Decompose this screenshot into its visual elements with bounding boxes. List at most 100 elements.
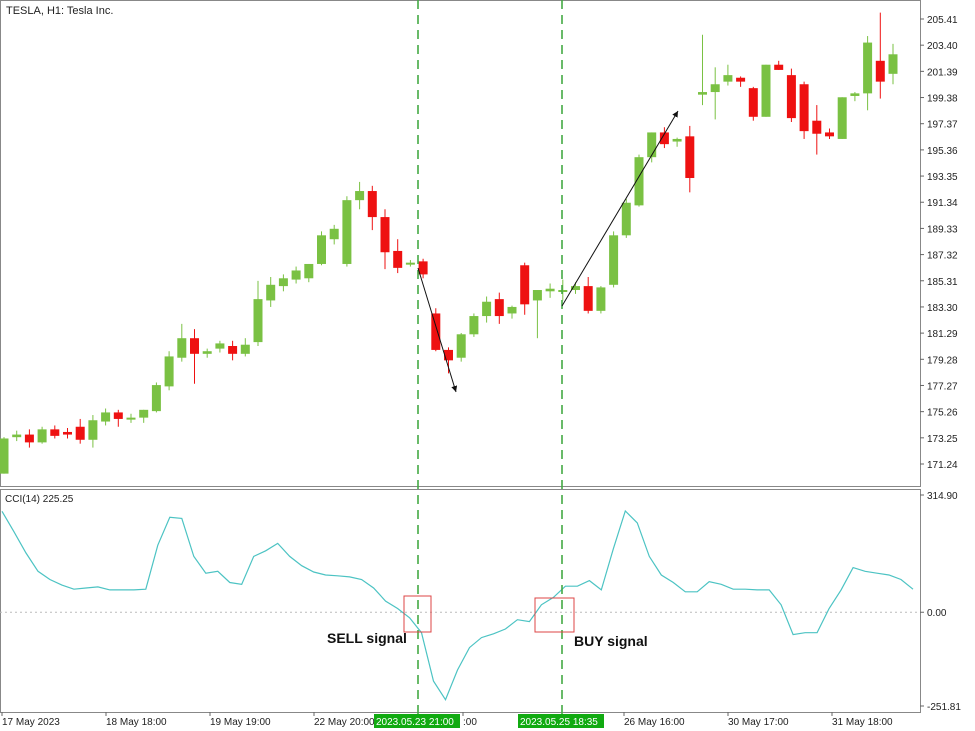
sell-time-marker: 2023.05.23 21:00 <box>376 717 454 728</box>
bear-candle <box>685 136 695 179</box>
sell-signal-label: SELL signal <box>327 630 407 646</box>
time-tick-label: 18 May 18:00 <box>106 717 167 728</box>
bull-candle <box>888 54 898 74</box>
bear-candle <box>786 75 796 119</box>
bear-candle <box>812 120 822 134</box>
bull-candle <box>621 202 631 236</box>
bull-candle <box>253 299 263 343</box>
price-tick-label: 203.40 <box>927 41 958 52</box>
time-tick-label: 19 May 19:00 <box>210 717 271 728</box>
bear-candle <box>444 349 453 361</box>
price-tick-label: 171.24 <box>927 460 958 471</box>
bull-candle <box>672 138 682 142</box>
sell-signal-box <box>403 595 432 633</box>
bull-candle <box>837 97 847 139</box>
bear-candle <box>418 261 428 275</box>
bull-candle <box>723 75 733 82</box>
buy-time-marker: 2023.05.25 18:35 <box>520 717 598 728</box>
bear-candle <box>748 88 758 117</box>
time-tick-label: 26 May 16:00 <box>624 717 685 728</box>
bull-candle <box>151 385 161 412</box>
bull-candle <box>278 278 288 287</box>
bull-candle <box>850 93 860 96</box>
down-trend-arrow <box>417 267 458 393</box>
bear-candle <box>494 299 504 317</box>
time-tick-label: 30 May 17:00 <box>728 717 789 728</box>
bull-candle <box>0 438 9 474</box>
bear-candle <box>63 431 72 435</box>
bull-candle <box>596 287 606 311</box>
bull-candle <box>215 343 225 349</box>
cci-line <box>1 509 914 701</box>
price-tick-label: 193.35 <box>927 172 958 183</box>
bull-candle <box>304 263 314 279</box>
price-tick-label: 195.36 <box>927 146 958 157</box>
cci-tick-label: 0.00 <box>927 608 947 619</box>
price-tick-label: 175.26 <box>927 408 958 419</box>
bull-candle <box>266 284 276 301</box>
bull-candle <box>101 412 111 422</box>
bull-candle <box>571 286 580 291</box>
bull-candle <box>329 228 339 240</box>
bear-candle <box>799 84 809 132</box>
bull-candle <box>634 157 644 206</box>
time-tick-label: :00 <box>463 717 477 728</box>
price-tick-label: 191.34 <box>927 198 958 209</box>
bear-candle <box>736 77 746 82</box>
bear-candle <box>113 412 123 419</box>
price-tick-label: 183.30 <box>927 303 958 314</box>
time-tick-label: 17 May 2023 <box>2 717 60 728</box>
bull-candle <box>469 316 479 335</box>
cci-tick-label: 314.90 <box>927 491 958 502</box>
buy-time-marker-bg <box>518 714 604 728</box>
buy-signal-label: BUY signal <box>574 633 648 649</box>
bull-candle <box>405 262 415 265</box>
bull-candle <box>863 42 873 94</box>
bear-candle <box>393 250 403 268</box>
bear-candle <box>380 217 390 253</box>
up-trend-arrow <box>561 110 679 307</box>
price-tick-label: 173.25 <box>927 434 958 445</box>
price-tick-label: 197.37 <box>927 120 958 131</box>
bull-candle <box>202 351 212 354</box>
bear-candle <box>24 434 34 443</box>
bull-candle <box>698 92 707 95</box>
price-tick-label: 189.33 <box>927 224 958 235</box>
main-chart-title: TESLA, H1: Tesla Inc. <box>6 5 113 17</box>
bull-candle <box>532 290 542 301</box>
bull-candle <box>456 334 466 358</box>
price-tick-label: 181.29 <box>927 329 958 340</box>
bear-candle <box>659 132 669 145</box>
price-tick-label: 199.38 <box>927 94 958 105</box>
bull-candle <box>355 191 365 201</box>
bull-candle <box>545 288 555 292</box>
bull-candle <box>761 64 771 117</box>
bull-candle <box>88 420 98 440</box>
time-tick-label: 22 May 20:00 <box>314 717 375 728</box>
cci-title: CCI(14) 225.25 <box>5 494 74 505</box>
bear-candle <box>583 286 593 311</box>
bull-candle <box>710 84 720 93</box>
bear-candle <box>228 346 238 354</box>
bear-candle <box>875 60 885 82</box>
bull-candle <box>482 301 492 317</box>
bull-candle <box>37 429 47 443</box>
bull-candle <box>342 200 352 264</box>
bull-candle <box>139 409 149 418</box>
bull-candle <box>291 270 301 280</box>
bear-candle <box>520 265 530 305</box>
price-tick-label: 205.41 <box>927 15 958 26</box>
bull-candle <box>240 344 250 354</box>
main-panel-frame <box>0 0 921 487</box>
bull-candle <box>126 417 136 420</box>
bull-candle <box>164 356 174 387</box>
bull-candle <box>12 434 22 438</box>
bear-candle <box>774 64 784 70</box>
bull-candle <box>317 235 326 264</box>
price-tick-label: 185.31 <box>927 277 958 288</box>
bear-candle <box>367 191 377 218</box>
buy-signal-box <box>534 597 575 633</box>
bear-candle <box>190 338 199 354</box>
bear-candle <box>75 426 85 440</box>
bull-candle <box>647 132 657 158</box>
